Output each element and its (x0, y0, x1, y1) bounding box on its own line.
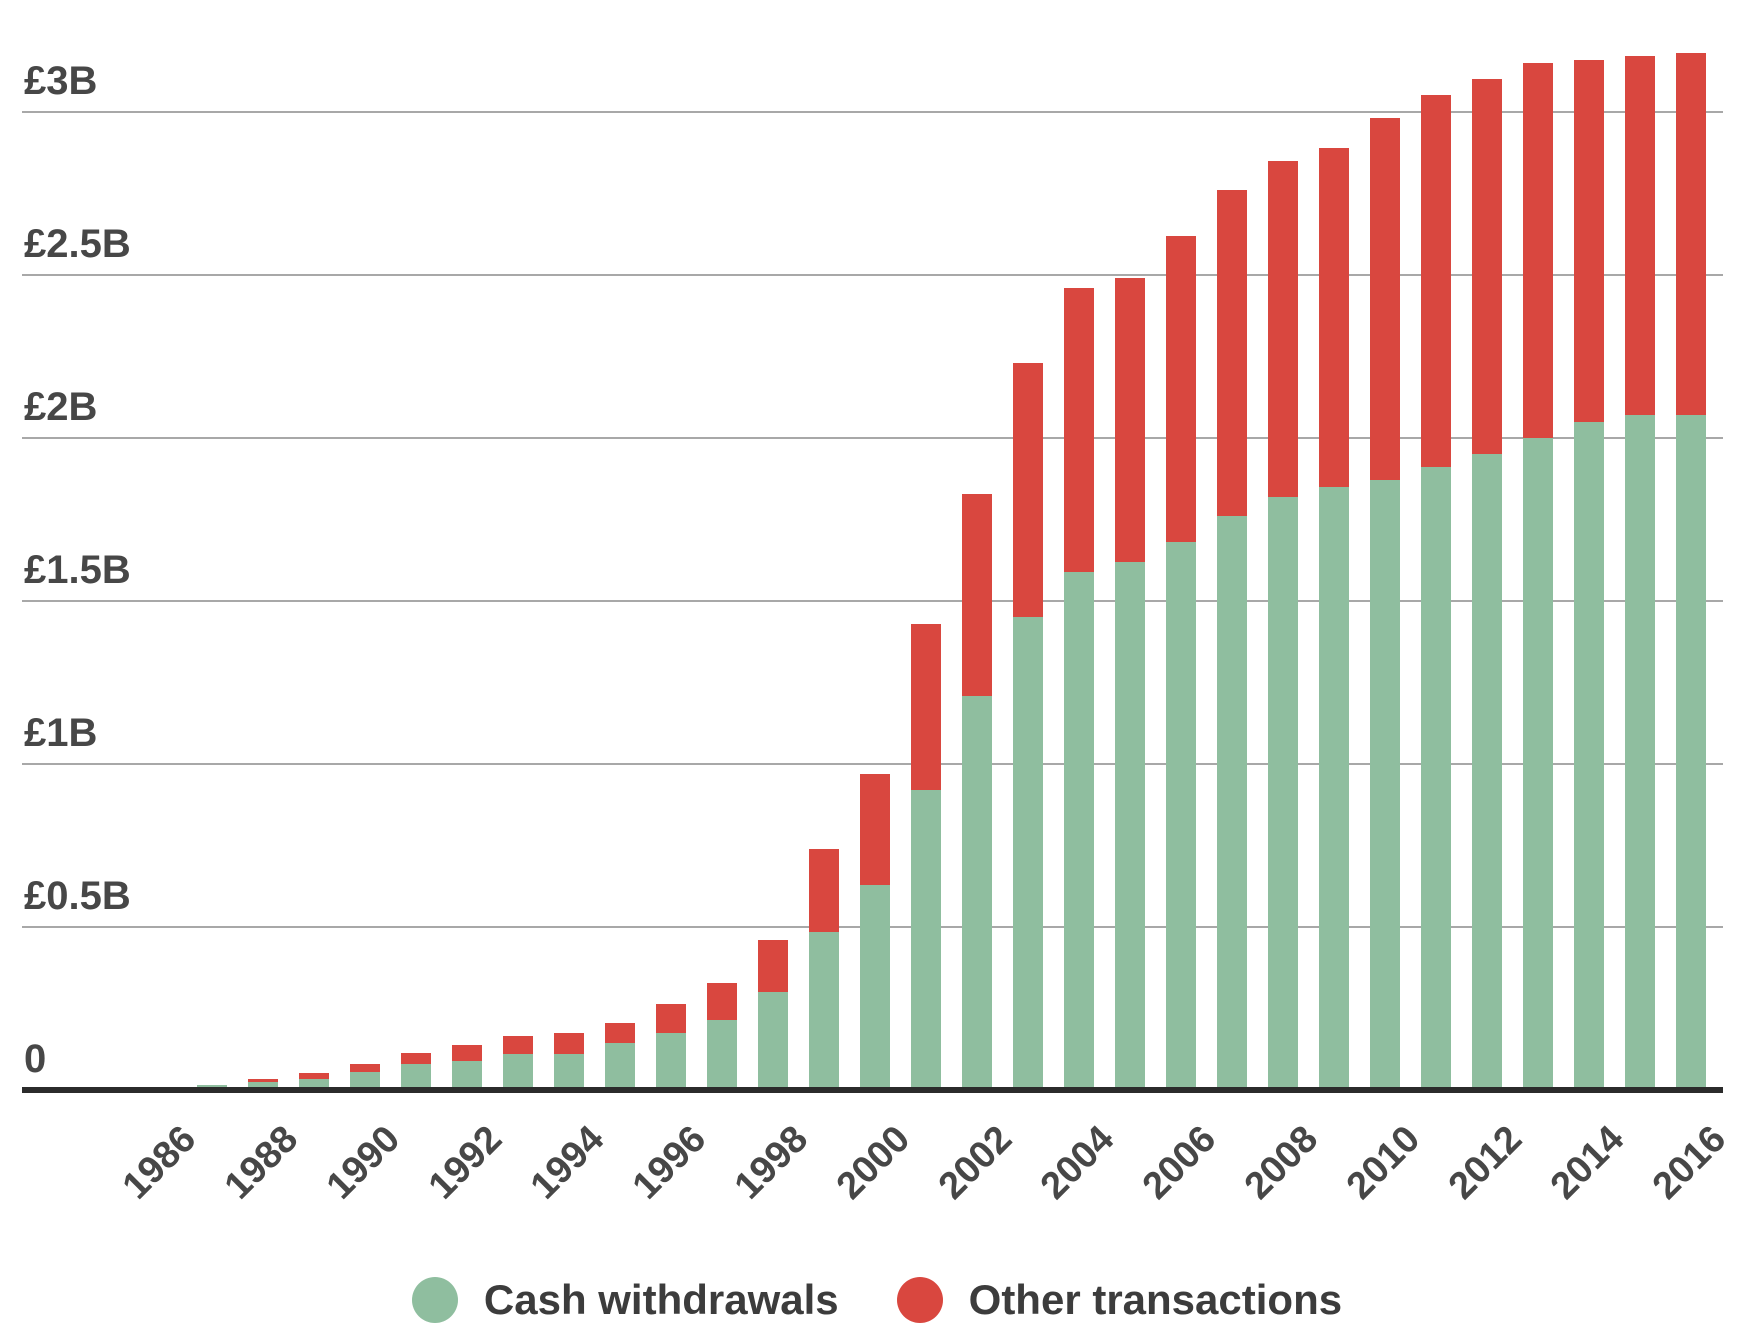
bar-other-transactions-2009[interactable] (1319, 148, 1349, 487)
gridline-3 (22, 111, 1723, 113)
bar-cash-withdrawals-1995[interactable] (605, 1043, 635, 1090)
x-axis-tick-label-1986: 1986 (115, 1118, 205, 1208)
bar-cash-withdrawals-2016[interactable] (1676, 415, 1706, 1090)
y-axis-tick-label-3: £3B (24, 59, 98, 103)
legend-item-cash-withdrawals[interactable]: Cash withdrawals (411, 1276, 839, 1324)
bar-cash-withdrawals-2014[interactable] (1574, 422, 1604, 1090)
y-axis-tick-label-1: £1B (24, 711, 98, 755)
bar-cash-withdrawals-2004[interactable] (1064, 572, 1094, 1090)
legend-marker-other-transactions-icon (896, 1277, 943, 1323)
y-axis-tick-label-0: 0 (24, 1037, 47, 1081)
bar-cash-withdrawals-2006[interactable] (1166, 542, 1196, 1090)
y-axis-tick-label-2: £2B (24, 385, 98, 429)
bar-cash-withdrawals-2015[interactable] (1625, 415, 1655, 1090)
x-axis-tick-label-2002: 2002 (931, 1118, 1021, 1208)
x-axis-tick-label-2014: 2014 (1543, 1118, 1633, 1208)
x-axis-line (22, 1087, 1723, 1093)
bar-cash-withdrawals-2007[interactable] (1217, 516, 1247, 1090)
bar-cash-withdrawals-2000[interactable] (860, 885, 890, 1090)
bar-cash-withdrawals-2009[interactable] (1319, 487, 1349, 1090)
bar-cash-withdrawals-1999[interactable] (809, 932, 839, 1090)
x-axis-tick-label-2000: 2000 (829, 1118, 919, 1208)
bar-cash-withdrawals-2001[interactable] (911, 790, 941, 1090)
x-axis-tick-label-2010: 2010 (1339, 1118, 1429, 1208)
bar-other-transactions-2000[interactable] (860, 774, 890, 885)
legend-marker-cash-withdrawals-icon (411, 1277, 458, 1323)
x-axis-tick-label-1996: 1996 (625, 1118, 715, 1208)
bar-other-transactions-2008[interactable] (1268, 161, 1298, 497)
bar-cash-withdrawals-2002[interactable] (962, 696, 992, 1090)
x-axis-tick-label-1998: 1998 (727, 1118, 817, 1208)
x-axis-tick-label-2004: 2004 (1033, 1118, 1123, 1208)
bar-other-transactions-2004[interactable] (1064, 288, 1094, 572)
bar-other-transactions-2016[interactable] (1676, 53, 1706, 415)
bar-cash-withdrawals-2010[interactable] (1370, 480, 1400, 1090)
bar-other-transactions-1996[interactable] (656, 1004, 686, 1033)
x-axis-tick-label-2012: 2012 (1441, 1118, 1531, 1208)
bar-other-transactions-1988[interactable] (248, 1079, 278, 1082)
y-axis-tick-label-2-5: £2.5B (24, 222, 131, 266)
bar-other-transactions-2002[interactable] (962, 494, 992, 696)
bar-cash-withdrawals-1989[interactable] (299, 1079, 329, 1090)
bar-other-transactions-2013[interactable] (1523, 63, 1553, 438)
legend: Cash withdrawals Other transactions (0, 1276, 1754, 1324)
bar-other-transactions-1990[interactable] (350, 1064, 380, 1072)
gridline-2-5 (22, 274, 1723, 276)
bar-other-transactions-1998[interactable] (758, 940, 788, 992)
bar-other-transactions-2001[interactable] (911, 624, 941, 790)
bar-other-transactions-2003[interactable] (1013, 363, 1043, 617)
bar-cash-withdrawals-2005[interactable] (1115, 562, 1145, 1090)
x-axis-tick-label-2008: 2008 (1237, 1118, 1327, 1208)
bar-other-transactions-1993[interactable] (503, 1036, 533, 1054)
bar-other-transactions-2006[interactable] (1166, 236, 1196, 542)
bar-cash-withdrawals-1997[interactable] (707, 1020, 737, 1090)
bar-cash-withdrawals-1990[interactable] (350, 1072, 380, 1090)
bar-other-transactions-2005[interactable] (1115, 278, 1145, 562)
x-axis-tick-label-1992: 1992 (421, 1118, 511, 1208)
bar-other-transactions-1991[interactable] (401, 1053, 431, 1064)
x-axis-tick-label-2006: 2006 (1135, 1118, 1225, 1208)
gridline-1 (22, 763, 1723, 765)
bar-cash-withdrawals-1996[interactable] (656, 1033, 686, 1090)
bar-other-transactions-2014[interactable] (1574, 60, 1604, 422)
gridline-2 (22, 437, 1723, 439)
x-axis-tick-label-2016: 2016 (1645, 1118, 1735, 1208)
bar-cash-withdrawals-2003[interactable] (1013, 617, 1043, 1090)
y-axis-tick-label-1-5: £1.5B (24, 548, 131, 592)
bar-cash-withdrawals-2011[interactable] (1421, 467, 1451, 1090)
bar-cash-withdrawals-1988[interactable] (248, 1082, 278, 1090)
bar-other-transactions-2012[interactable] (1472, 79, 1502, 454)
bar-cash-withdrawals-1994[interactable] (554, 1054, 584, 1090)
bar-other-transactions-1989[interactable] (299, 1073, 329, 1079)
legend-label-cash-withdrawals: Cash withdrawals (483, 1276, 839, 1323)
bar-other-transactions-1997[interactable] (707, 983, 737, 1020)
bar-cash-withdrawals-1992[interactable] (452, 1061, 482, 1090)
x-axis-tick-label-1988: 1988 (217, 1118, 307, 1208)
bar-cash-withdrawals-2013[interactable] (1523, 438, 1553, 1090)
legend-item-other-transactions[interactable]: Other transactions (896, 1276, 1343, 1324)
y-axis-tick-label-0-5: £0.5B (24, 874, 131, 918)
bar-other-transactions-2011[interactable] (1421, 95, 1451, 467)
bar-other-transactions-1994[interactable] (554, 1033, 584, 1054)
bar-cash-withdrawals-1993[interactable] (503, 1054, 533, 1090)
bar-other-transactions-1999[interactable] (809, 849, 839, 932)
bar-cash-withdrawals-2008[interactable] (1268, 497, 1298, 1090)
legend-label-other-transactions: Other transactions (968, 1276, 1343, 1323)
bar-cash-withdrawals-1998[interactable] (758, 992, 788, 1090)
bar-other-transactions-1995[interactable] (605, 1023, 635, 1043)
x-axis-tick-label-1994: 1994 (523, 1118, 613, 1208)
bar-other-transactions-2015[interactable] (1625, 56, 1655, 415)
bar-other-transactions-1992[interactable] (452, 1045, 482, 1061)
bar-other-transactions-2010[interactable] (1370, 118, 1400, 480)
bar-cash-withdrawals-1991[interactable] (401, 1064, 431, 1090)
bar-cash-withdrawals-2012[interactable] (1472, 454, 1502, 1090)
bar-other-transactions-2007[interactable] (1217, 190, 1247, 516)
gridline-1-5 (22, 600, 1723, 602)
x-axis-tick-label-1990: 1990 (319, 1118, 409, 1208)
